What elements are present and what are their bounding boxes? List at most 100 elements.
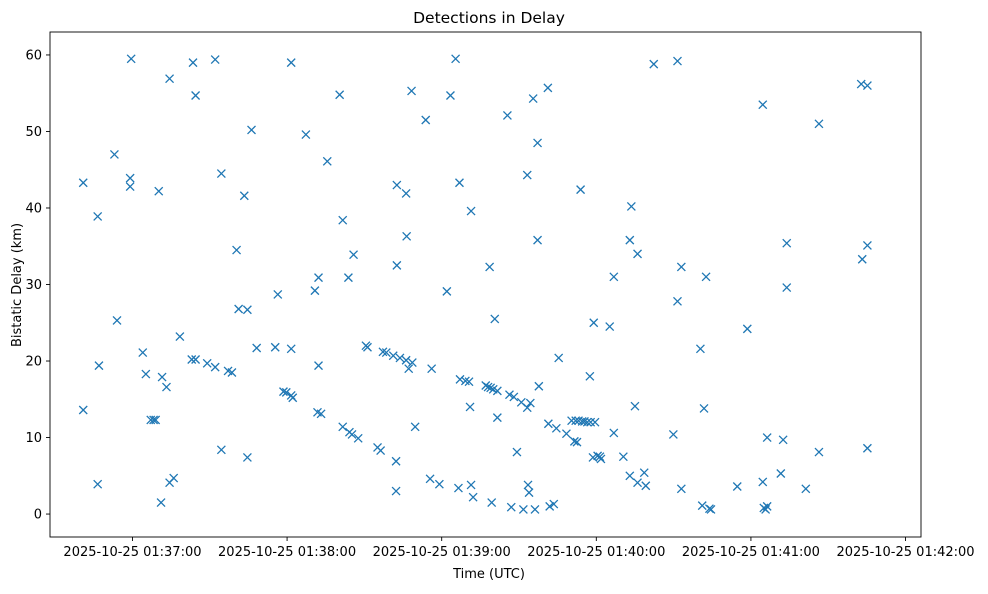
data-point	[401, 355, 411, 365]
data-point	[551, 423, 561, 433]
data-point	[742, 324, 752, 334]
data-point	[676, 262, 686, 272]
data-point	[699, 403, 709, 413]
data-point	[522, 403, 532, 413]
data-point	[862, 241, 872, 250]
data-point	[505, 390, 514, 400]
data-point	[154, 186, 164, 196]
data-point	[782, 283, 792, 293]
data-point	[149, 415, 159, 425]
data-point	[455, 178, 464, 188]
data-point	[618, 452, 628, 462]
data-point	[609, 428, 619, 438]
data-point	[227, 368, 237, 377]
data-point	[202, 358, 212, 368]
data-point	[487, 498, 497, 508]
data-point	[572, 437, 582, 447]
data-point	[485, 262, 495, 272]
data-point	[391, 456, 401, 466]
data-point	[862, 443, 872, 453]
data-point	[353, 433, 363, 443]
data-point	[376, 446, 386, 455]
data-point	[502, 110, 512, 120]
data-point	[673, 56, 682, 66]
data-point	[468, 492, 478, 502]
data-point	[673, 296, 682, 306]
data-point	[216, 169, 226, 179]
data-point	[125, 173, 135, 183]
data-point	[109, 149, 119, 159]
data-point	[630, 401, 640, 411]
data-point	[349, 250, 359, 260]
data-point	[391, 486, 401, 496]
x-tick-label: 2025-10-25 01:39:00	[373, 545, 511, 560]
y-tick-label: 30	[25, 278, 42, 293]
data-point	[125, 182, 135, 192]
data-point	[392, 180, 402, 190]
data-point	[523, 480, 533, 490]
data-point	[392, 260, 402, 270]
y-tick-label: 10	[25, 431, 42, 446]
data-point	[586, 417, 596, 427]
data-point	[814, 447, 824, 457]
data-point	[758, 100, 768, 110]
data-point	[778, 435, 788, 445]
y-tick-label: 50	[25, 125, 42, 140]
data-point	[270, 342, 280, 352]
data-point	[314, 273, 323, 283]
data-point	[695, 344, 705, 354]
data-point	[407, 86, 417, 96]
data-point	[402, 231, 412, 241]
data-point	[188, 58, 198, 68]
data-point	[609, 272, 619, 282]
data-point	[187, 355, 197, 364]
data-point	[483, 382, 493, 392]
data-point	[286, 344, 296, 354]
data-point	[732, 482, 742, 491]
data-point	[404, 364, 414, 374]
data-point	[862, 81, 872, 91]
chart-title: Detections in Delay	[413, 9, 565, 27]
data-point	[239, 191, 249, 201]
data-point	[157, 372, 167, 382]
x-tick-label: 2025-10-25 01:42:00	[836, 545, 974, 560]
data-point	[151, 415, 161, 425]
data-point	[421, 115, 431, 125]
data-point	[633, 249, 642, 259]
data-point	[442, 286, 452, 296]
data-point	[639, 468, 649, 478]
x-axis-label: Time (UTC)	[452, 567, 525, 582]
data-point	[273, 289, 283, 299]
plot-area	[50, 32, 921, 537]
x-axis: 2025-10-25 01:37:00 2025-10-25 01:38:00 20…	[63, 537, 975, 560]
data-point	[460, 376, 470, 386]
data-point	[545, 501, 555, 511]
data-point	[279, 387, 288, 397]
data-point	[169, 473, 179, 483]
data-point	[191, 91, 201, 100]
data-point	[776, 469, 786, 478]
data-point	[191, 355, 201, 364]
data-point	[395, 353, 405, 363]
data-point	[465, 402, 475, 412]
data-point	[676, 484, 686, 494]
x-tick-label: 2025-10-25 01:41:00	[682, 545, 820, 560]
data-point	[543, 83, 553, 93]
data-point	[582, 417, 592, 427]
y-axis-label: Bistatic Delay (km)	[10, 223, 25, 347]
data-point	[543, 419, 553, 429]
data-point	[534, 381, 544, 391]
x-tick-label: 2025-10-25 01:37:00	[63, 545, 201, 560]
data-point	[801, 484, 811, 494]
data-point	[216, 445, 226, 455]
data-point	[506, 502, 516, 512]
data-point	[525, 398, 535, 408]
data-point	[338, 215, 348, 225]
data-point	[310, 286, 320, 296]
data-point	[288, 393, 298, 403]
data-point	[434, 479, 444, 489]
data-point	[247, 125, 256, 135]
data-point	[490, 314, 500, 324]
data-point	[697, 501, 707, 511]
data-point	[533, 138, 543, 148]
